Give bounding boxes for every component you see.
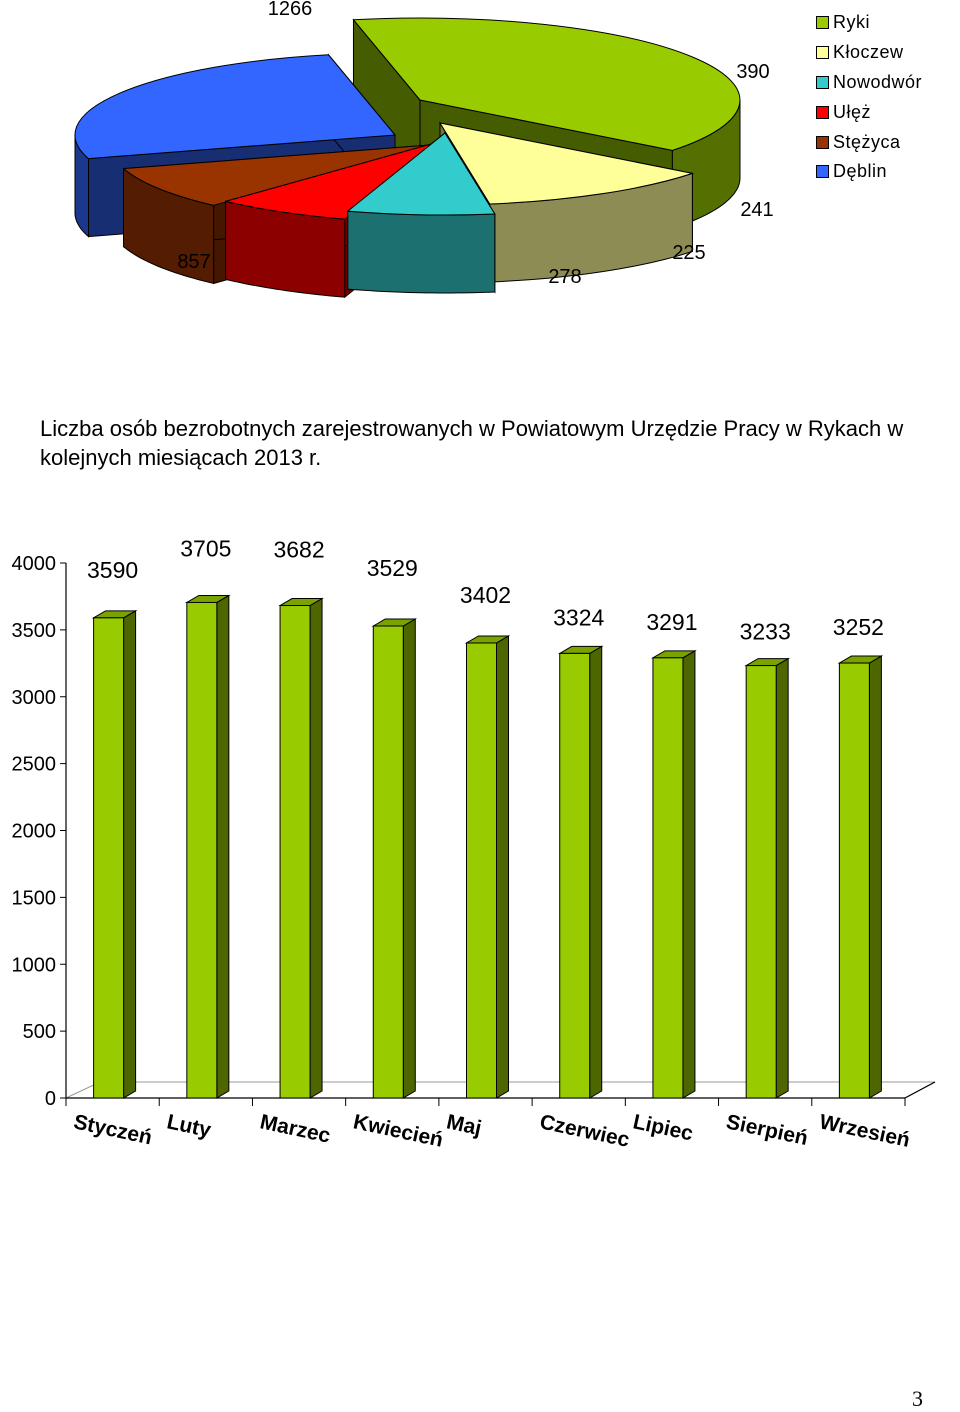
legend-swatch xyxy=(816,105,829,119)
bar-data-label-6: 3324 xyxy=(553,604,604,630)
y-tick-label: 2000 xyxy=(12,821,57,843)
pie-data-label-5: 278 xyxy=(548,266,581,288)
pie-data-label-3: 241 xyxy=(740,199,773,221)
legend-label: Nowodwór xyxy=(833,71,923,92)
legend-item-3: Nowodwór xyxy=(816,68,922,98)
legend-item-2: Kłoczew xyxy=(816,38,922,68)
bar-4 xyxy=(371,618,418,1099)
y-tick-label: 1500 xyxy=(12,887,57,909)
bar-9 xyxy=(837,655,884,1099)
legend-label: Ułęż xyxy=(833,101,872,122)
legend-label: Stężyca xyxy=(833,131,901,152)
x-category-label-6: Czerwiec xyxy=(538,1110,632,1151)
y-tick-label: 3500 xyxy=(12,620,57,642)
y-tick-label: 0 xyxy=(45,1088,56,1110)
bar-data-label-7: 3291 xyxy=(646,609,697,635)
y-tick-label: 4000 xyxy=(12,553,57,575)
bar-data-label-4: 3529 xyxy=(367,555,418,581)
x-axis-depth-line xyxy=(904,1081,936,1099)
legend-swatch xyxy=(816,165,829,179)
x-category-label-3: Marzec xyxy=(258,1110,333,1147)
page-number: 3 xyxy=(912,1386,923,1411)
bar-data-label-9: 3252 xyxy=(833,614,884,640)
bar-data-label-5: 3402 xyxy=(460,582,511,608)
legend-label: Dęblin xyxy=(833,161,888,182)
y-tick-label: 2500 xyxy=(12,754,57,776)
x-category-label-8: Sierpień xyxy=(724,1110,810,1150)
pie-data-label-1: 1266 xyxy=(268,0,313,20)
x-category-label-7: Lipiec xyxy=(631,1110,695,1145)
x-category-label-2: Luty xyxy=(165,1110,213,1142)
bar-chart-title: Liczba osób bezrobotnych zarejestrowanyc… xyxy=(40,416,904,470)
bar-5 xyxy=(464,635,511,1099)
bar-6 xyxy=(557,645,604,1099)
legend-swatch xyxy=(816,16,829,30)
x-category-label-1: Styczeń xyxy=(72,1110,154,1149)
pie-slice-3 xyxy=(346,131,496,294)
legend-label: Ryki xyxy=(833,12,870,33)
bar-8 xyxy=(744,657,791,1099)
pie-data-label-4: 225 xyxy=(672,242,705,264)
legend-item-1: Ryki xyxy=(816,8,922,38)
bar-7 xyxy=(651,649,697,1099)
legend-swatch xyxy=(816,46,829,60)
legend-item-4: Ułęż xyxy=(816,97,922,127)
bar-chart: 0 500 1000 1500 2000 2500 3000 3500 4000 3590 Styc… xyxy=(12,535,936,1152)
x-category-label-5: Maj xyxy=(444,1110,483,1140)
bar-3 xyxy=(278,597,324,1099)
bar-data-label-8: 3233 xyxy=(740,619,791,645)
y-tick-label: 1000 xyxy=(12,954,57,976)
legend-item-5: Stężyca xyxy=(816,127,922,157)
bar-2 xyxy=(184,594,231,1099)
x-category-label-9: Wrzesień xyxy=(817,1110,912,1152)
pie-data-label-6: 857 xyxy=(177,251,210,273)
y-tick-label: 500 xyxy=(23,1021,56,1043)
legend-swatch xyxy=(816,75,829,89)
legend-item-6: Dęblin xyxy=(816,157,922,187)
bar-data-label-1: 3590 xyxy=(87,557,138,583)
bar-1 xyxy=(91,609,138,1099)
y-tick-label: 3000 xyxy=(12,687,57,709)
legend-swatch xyxy=(816,135,829,149)
x-category-label-4: Kwiecień xyxy=(351,1110,445,1151)
bar-data-label-2: 3705 xyxy=(180,535,231,561)
bar-data-label-3: 3682 xyxy=(273,537,324,563)
legend-label: Kłoczew xyxy=(833,42,904,63)
pie-chart: 1266 390 241 225 278 857 xyxy=(74,0,774,299)
pie-data-label-2: 390 xyxy=(736,61,769,83)
pie-legend: Ryki Kłoczew Nowodwór Ułęż Stężyca Dęblin xyxy=(816,8,922,187)
